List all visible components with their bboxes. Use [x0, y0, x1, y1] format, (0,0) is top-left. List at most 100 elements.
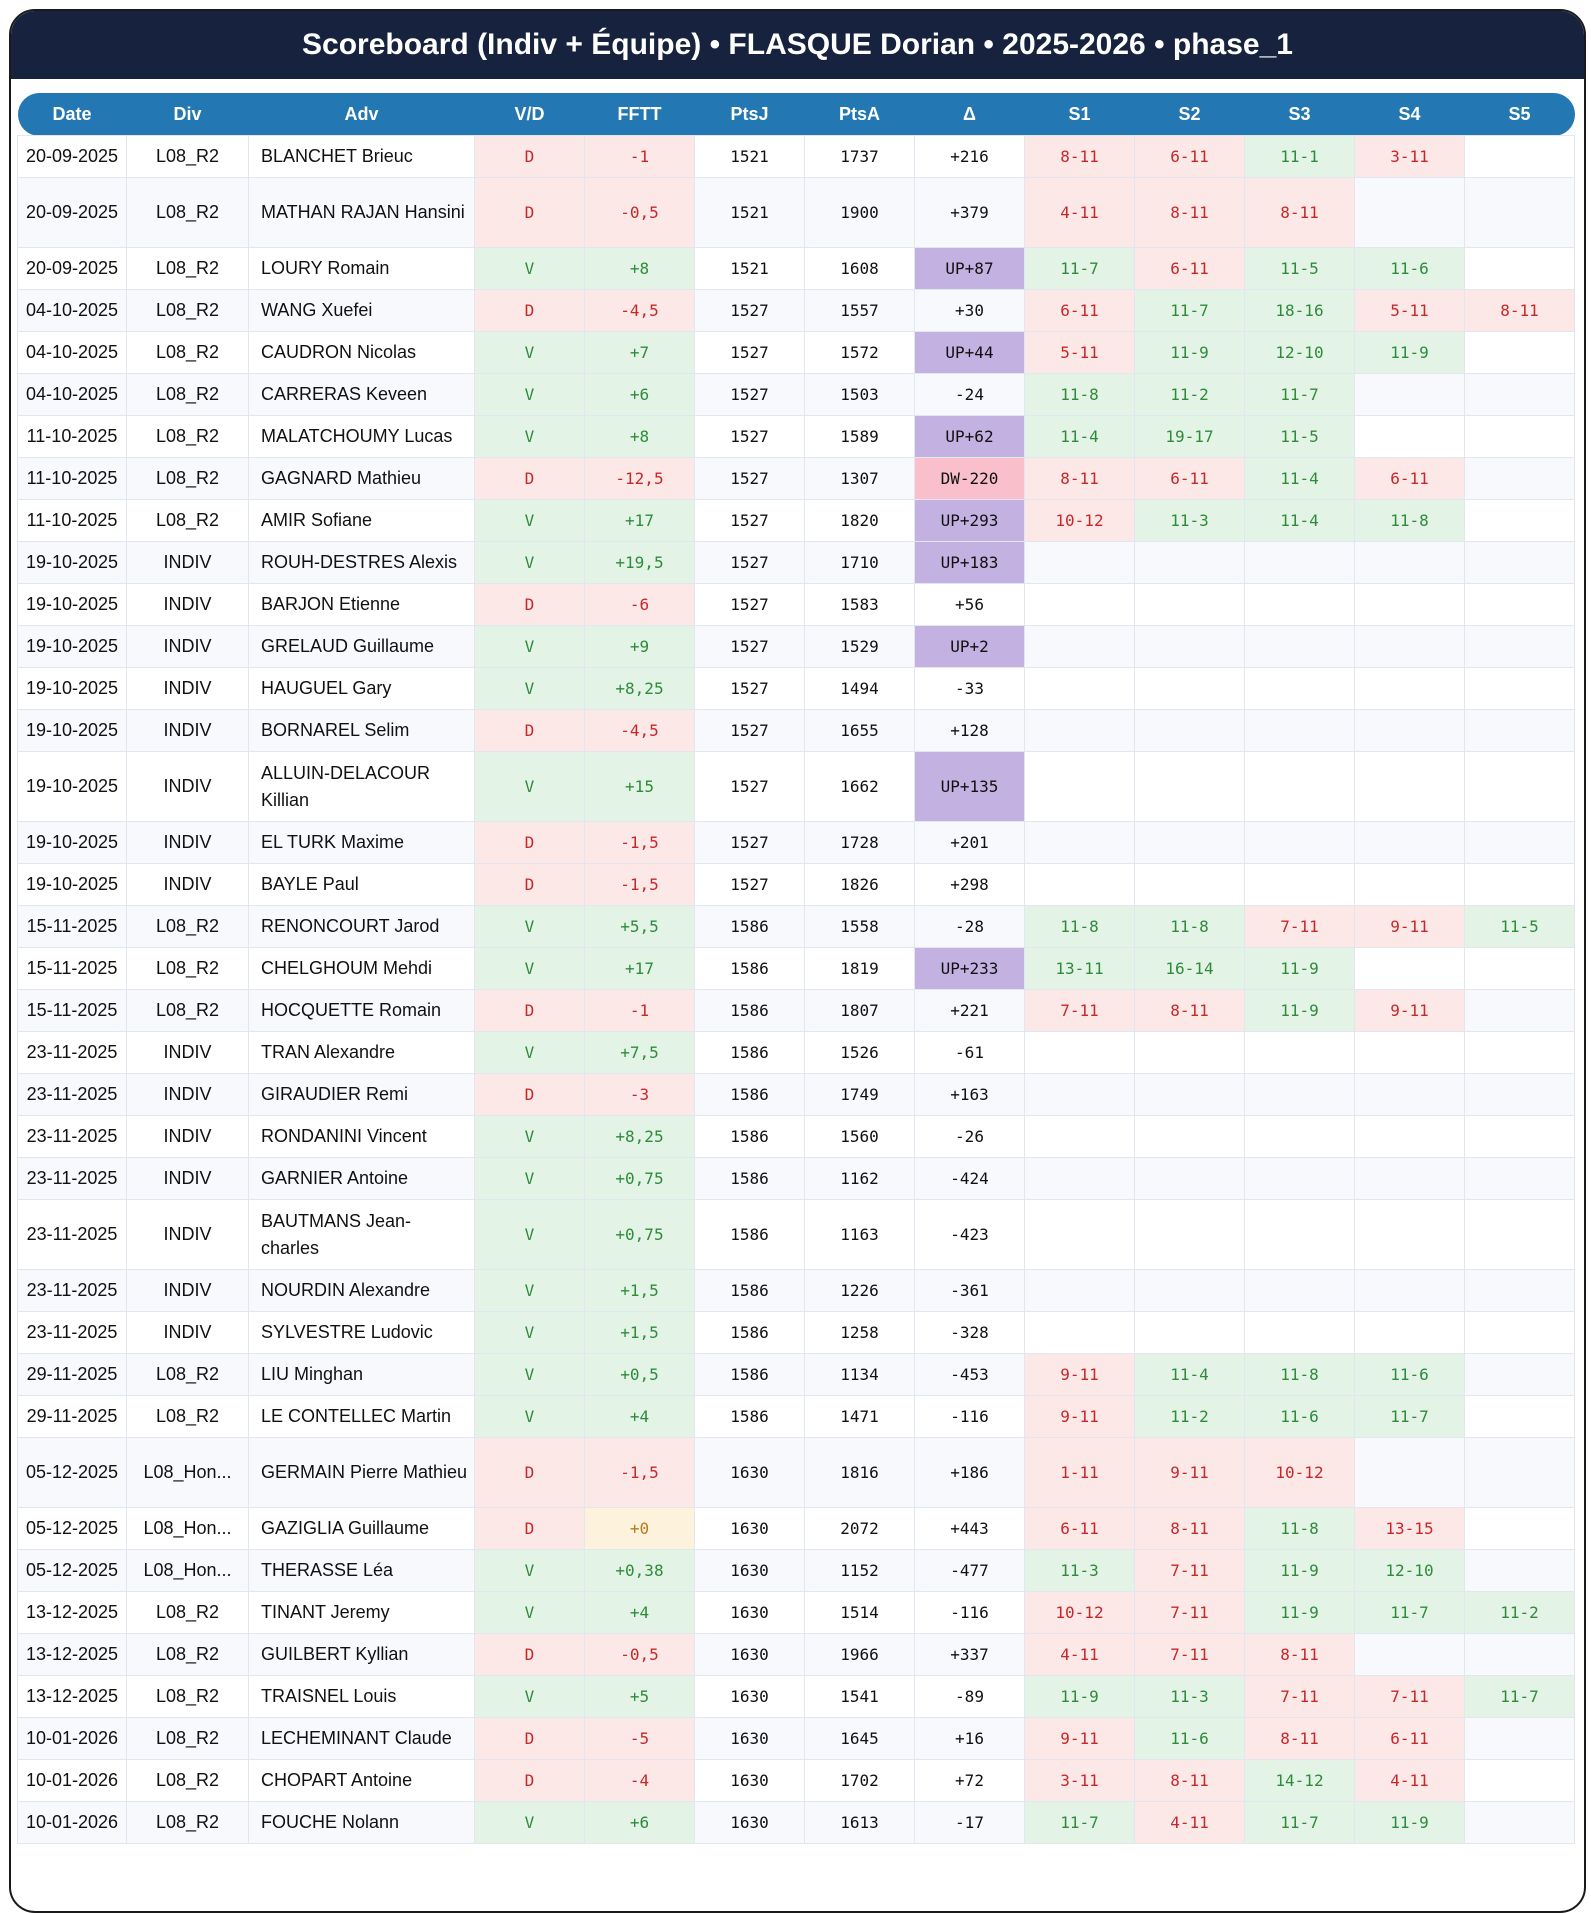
cell-s4: 11-6 [1354, 1353, 1465, 1396]
cell-ptsj: 1527 [694, 289, 805, 332]
cell-delta: +337 [914, 1633, 1025, 1676]
column-header-date[interactable]: Date [17, 93, 127, 136]
cell-s5 [1464, 499, 1575, 542]
cell-delta: DW-220 [914, 457, 1025, 500]
cell-div: L08_R2 [126, 1633, 249, 1676]
column-header-s1[interactable]: S1 [1024, 93, 1135, 136]
cell-s2 [1134, 1157, 1245, 1200]
cell-s4: 9-11 [1354, 989, 1465, 1032]
cell-s5 [1464, 667, 1575, 710]
cell-vd: V [474, 1269, 585, 1312]
cell-date: 19-10-2025 [17, 751, 127, 822]
column-header-s5[interactable]: S5 [1464, 93, 1575, 136]
cell-adv: RENONCOURT Jarod [248, 905, 475, 948]
cell-s5 [1464, 331, 1575, 374]
cell-delta: +443 [914, 1507, 1025, 1550]
cell-date: 15-11-2025 [17, 989, 127, 1032]
table-row: 15-11-2025 L08_R2 RENONCOURT Jarod V +5,5 158… [17, 905, 1575, 948]
cell-div: INDIV [126, 625, 249, 668]
column-header-adv[interactable]: Adv [248, 93, 475, 136]
cell-date: 23-11-2025 [17, 1073, 127, 1116]
cell-s3: 7-11 [1244, 905, 1355, 948]
column-header-fftt[interactable]: FFTT [584, 93, 695, 136]
table-row: 05-12-2025 L08_Hon... GERMAIN Pierre Mathi… [17, 1437, 1575, 1508]
column-header-ptsa[interactable]: PtsA [804, 93, 915, 136]
cell-ptsa: 1226 [804, 1269, 915, 1312]
column-header-s3[interactable]: S3 [1244, 93, 1355, 136]
cell-s1 [1024, 863, 1135, 906]
cell-s1: 11-9 [1024, 1675, 1135, 1718]
cell-adv: GAGNARD Mathieu [248, 457, 475, 500]
cell-s5 [1464, 247, 1575, 290]
cell-fftt: +0,5 [584, 1353, 695, 1396]
cell-s2: 16-14 [1134, 947, 1245, 990]
cell-adv: ROUH-DESTRES Alexis [248, 541, 475, 584]
cell-s1: 11-4 [1024, 415, 1135, 458]
cell-s4: 12-10 [1354, 1549, 1465, 1592]
cell-s5: 11-2 [1464, 1591, 1575, 1634]
cell-s5 [1464, 709, 1575, 752]
cell-date: 19-10-2025 [17, 863, 127, 906]
cell-ptsa: 1152 [804, 1549, 915, 1592]
cell-ptsa: 1749 [804, 1073, 915, 1116]
cell-s5 [1464, 1549, 1575, 1592]
cell-ptsa: 1134 [804, 1353, 915, 1396]
cell-s3: 11-8 [1244, 1353, 1355, 1396]
cell-ptsa: 1541 [804, 1675, 915, 1718]
cell-s1: 9-11 [1024, 1717, 1135, 1760]
cell-date: 23-11-2025 [17, 1031, 127, 1074]
cell-s3: 11-1 [1244, 135, 1355, 178]
cell-delta: -424 [914, 1157, 1025, 1200]
cell-s5 [1464, 1395, 1575, 1438]
column-header-delta[interactable]: Δ [914, 93, 1025, 136]
cell-s4 [1354, 709, 1465, 752]
cell-adv: GRELAUD Guillaume [248, 625, 475, 668]
column-header-s2[interactable]: S2 [1134, 93, 1245, 136]
cell-div: L08_R2 [126, 373, 249, 416]
cell-s4 [1354, 177, 1465, 248]
cell-s5 [1464, 1311, 1575, 1354]
cell-s4: 7-11 [1354, 1675, 1465, 1718]
cell-s1 [1024, 583, 1135, 626]
cell-adv: CHELGHOUM Mehdi [248, 947, 475, 990]
cell-s4 [1354, 751, 1465, 822]
cell-s2 [1134, 1031, 1245, 1074]
cell-vd: D [474, 1633, 585, 1676]
cell-delta: -17 [914, 1801, 1025, 1844]
cell-delta: UP+293 [914, 499, 1025, 542]
cell-s4 [1354, 1311, 1465, 1354]
cell-fftt: -0,5 [584, 1633, 695, 1676]
column-header-s4[interactable]: S4 [1354, 93, 1465, 136]
column-header-div[interactable]: Div [126, 93, 249, 136]
cell-adv: GERMAIN Pierre Mathieu [248, 1437, 475, 1508]
page-title: Scoreboard (Indiv + Équipe) • FLASQUE Do… [11, 11, 1584, 79]
column-header-ptsj[interactable]: PtsJ [694, 93, 805, 136]
cell-div: L08_R2 [126, 1591, 249, 1634]
cell-adv: RONDANINI Vincent [248, 1115, 475, 1158]
cell-ptsa: 1737 [804, 135, 915, 178]
cell-vd: V [474, 1549, 585, 1592]
cell-delta: -33 [914, 667, 1025, 710]
cell-ptsj: 1586 [694, 905, 805, 948]
cell-date: 19-10-2025 [17, 625, 127, 668]
cell-date: 13-12-2025 [17, 1633, 127, 1676]
cell-s5 [1464, 541, 1575, 584]
cell-s3: 8-11 [1244, 1717, 1355, 1760]
cell-s5 [1464, 1801, 1575, 1844]
cell-vd: V [474, 247, 585, 290]
cell-div: L08_Hon... [126, 1549, 249, 1592]
cell-s5 [1464, 1437, 1575, 1508]
column-header-vd[interactable]: V/D [474, 93, 585, 136]
cell-fftt: +4 [584, 1591, 695, 1634]
cell-s5 [1464, 1759, 1575, 1802]
cell-fftt: +17 [584, 947, 695, 990]
table-row: 23-11-2025 INDIV BAUTMANS Jean-charles V +0,… [17, 1199, 1575, 1270]
table-row: 23-11-2025 INDIV GIRAUDIER Remi D -3 1586 1749… [17, 1073, 1575, 1116]
cell-div: L08_R2 [126, 247, 249, 290]
table-row: 19-10-2025 INDIV HAUGUEL Gary V +8,25 1527 149… [17, 667, 1575, 710]
cell-div: L08_R2 [126, 499, 249, 542]
cell-s4: 11-9 [1354, 1801, 1465, 1844]
table-row: 29-11-2025 L08_R2 LIU Minghan V +0,5 1586 1134… [17, 1353, 1575, 1396]
scoreboard-table: Date Div Adv V/D FFTT PtsJ PtsA Δ S1 S2 S3 S4 S5 20-… [17, 93, 1575, 1844]
table-row: 05-12-2025 L08_Hon... THERASSE Léa V +0,38 16… [17, 1549, 1575, 1592]
